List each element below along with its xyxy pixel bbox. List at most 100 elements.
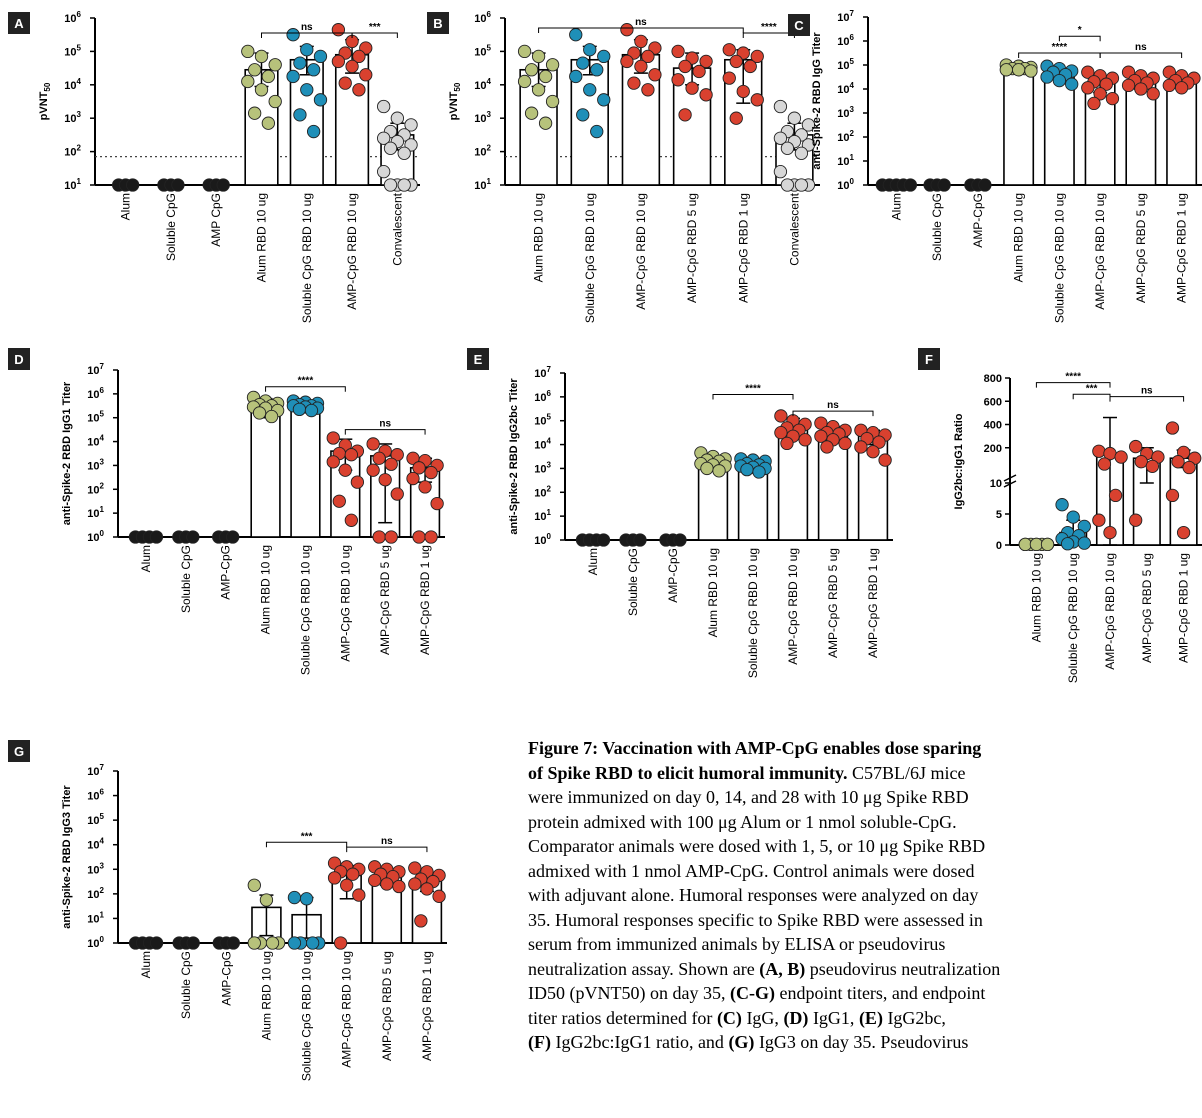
y-tick-exponent: 2 bbox=[547, 484, 552, 493]
data-point bbox=[350, 475, 365, 489]
y-tick-label: 102 bbox=[87, 886, 104, 901]
significance-bracket bbox=[265, 841, 348, 848]
caption-text: were immunized on day 0, 14, and 28 with… bbox=[528, 787, 969, 807]
panel-label-text: B bbox=[433, 16, 442, 31]
y-tick-label: 104 bbox=[534, 437, 551, 452]
panel-label-a: A bbox=[8, 12, 30, 34]
data-point bbox=[331, 54, 346, 69]
data-point bbox=[576, 108, 590, 122]
y-tick-label: 107 bbox=[87, 763, 104, 778]
significance-label: ns bbox=[301, 22, 313, 33]
caption-text: titer ratios determined for bbox=[528, 1007, 717, 1028]
x-tick-label: Alum RBD 10 ug bbox=[1012, 193, 1026, 282]
y-tick-exponent: 3 bbox=[77, 110, 82, 119]
data-point bbox=[814, 416, 828, 430]
data-point bbox=[247, 878, 261, 892]
data-point bbox=[383, 141, 398, 155]
data-point bbox=[794, 178, 809, 192]
data-point bbox=[338, 76, 352, 90]
y-tick-label: 103 bbox=[87, 861, 104, 876]
caption-bold-text: Figure 7: Vaccination with AMP-CpG enabl… bbox=[528, 738, 982, 758]
panel-label-bg bbox=[8, 12, 30, 34]
data-point bbox=[673, 533, 687, 547]
data-point bbox=[1165, 421, 1180, 435]
y-tick-exponent: 5 bbox=[77, 43, 82, 52]
data-point bbox=[597, 49, 611, 64]
caption-text: IgG2bc:IgG1 ratio, and bbox=[550, 1032, 729, 1052]
data-point bbox=[820, 440, 834, 454]
data-point bbox=[1134, 455, 1148, 469]
x-tick-label: Alum RBD 10 ug bbox=[1029, 553, 1043, 642]
significance-bracket bbox=[346, 846, 428, 853]
x-tick-label: AMP-CpG bbox=[219, 545, 233, 600]
caption-bold-text: (F) bbox=[528, 1032, 551, 1052]
x-tick-label: AMP-CpG RBD 1 ug bbox=[420, 951, 434, 1061]
data-point bbox=[866, 445, 880, 459]
significance-bracket bbox=[1018, 52, 1101, 58]
data-point bbox=[366, 463, 380, 477]
data-point bbox=[794, 146, 809, 160]
data-point bbox=[359, 68, 373, 82]
y-tick-exponent: 4 bbox=[547, 437, 552, 446]
data-point bbox=[538, 69, 553, 84]
figure-caption: Figure 7: Vaccination with AMP-CpG enabl… bbox=[528, 736, 1202, 1118]
data-point bbox=[1162, 78, 1176, 93]
y-tick-exponent: 1 bbox=[547, 508, 552, 517]
x-tick-label: Alum bbox=[889, 193, 903, 220]
data-point bbox=[287, 890, 302, 905]
data-point bbox=[774, 425, 788, 440]
x-tick-label: Convalescent bbox=[787, 192, 801, 265]
caption-bold-text: (D) bbox=[783, 1007, 809, 1028]
data-point bbox=[292, 402, 307, 417]
y-tick-exponent: 7 bbox=[100, 763, 105, 772]
data-point bbox=[268, 58, 282, 72]
y-tick-exponent: 4 bbox=[77, 77, 82, 86]
data-point bbox=[838, 436, 852, 451]
data-point bbox=[259, 893, 274, 907]
data-point bbox=[254, 49, 269, 64]
significance-bracket bbox=[742, 32, 795, 39]
data-point bbox=[313, 49, 328, 64]
significance-bracket bbox=[1035, 382, 1111, 388]
data-point bbox=[333, 936, 348, 950]
x-tick-label: Alum bbox=[119, 193, 133, 220]
y-tick-label: 104 bbox=[87, 837, 104, 852]
x-tick-label: AMP-CpG RBD 10 ug bbox=[786, 548, 800, 665]
y-tick-exponent: 1 bbox=[100, 505, 105, 514]
data-point bbox=[397, 146, 411, 160]
y-tick-label: 106 bbox=[87, 386, 104, 401]
data-point bbox=[331, 23, 346, 37]
data-point bbox=[216, 178, 230, 192]
bar bbox=[1166, 79, 1198, 186]
data-point bbox=[531, 49, 546, 64]
x-tick-label: Alum RBD 10 ug bbox=[259, 951, 273, 1040]
data-point bbox=[304, 403, 319, 418]
x-tick-label: Alum bbox=[586, 548, 600, 575]
panel-label-text: D bbox=[14, 352, 23, 367]
y-tick-label: 106 bbox=[64, 10, 81, 25]
y-tick-label: 100 bbox=[87, 935, 104, 950]
x-tick-label: Soluble CpG RBD 10 ug bbox=[746, 548, 760, 678]
caption-line: protein admixed with 100 μg Alum or 1 nm… bbox=[528, 810, 1202, 835]
significance-bracket bbox=[265, 386, 346, 392]
y-tick-exponent: 3 bbox=[100, 861, 105, 870]
y-tick-label: 100 bbox=[87, 529, 104, 544]
y-tick-label: 200 bbox=[984, 443, 1002, 455]
data-point bbox=[1108, 488, 1123, 503]
significance-label: **** bbox=[761, 22, 777, 33]
data-point bbox=[254, 83, 269, 97]
significance-label: *** bbox=[369, 22, 381, 33]
x-tick-label: Soluble CpG bbox=[179, 545, 193, 613]
data-point bbox=[390, 448, 404, 462]
caption-text: admixed with 1 nmol AMP-CpG. Control ani… bbox=[528, 860, 975, 881]
y-axis-title-sub: 50 bbox=[43, 82, 52, 91]
data-point bbox=[736, 84, 750, 99]
data-point bbox=[390, 111, 405, 125]
data-point bbox=[801, 118, 816, 132]
caption-bold-text: (G) bbox=[728, 1032, 755, 1052]
data-point bbox=[1134, 82, 1148, 96]
data-point bbox=[1174, 81, 1189, 95]
x-tick-label: Soluble CpG RBD 10 ug bbox=[583, 193, 597, 323]
panel-label-f: F bbox=[918, 348, 940, 370]
